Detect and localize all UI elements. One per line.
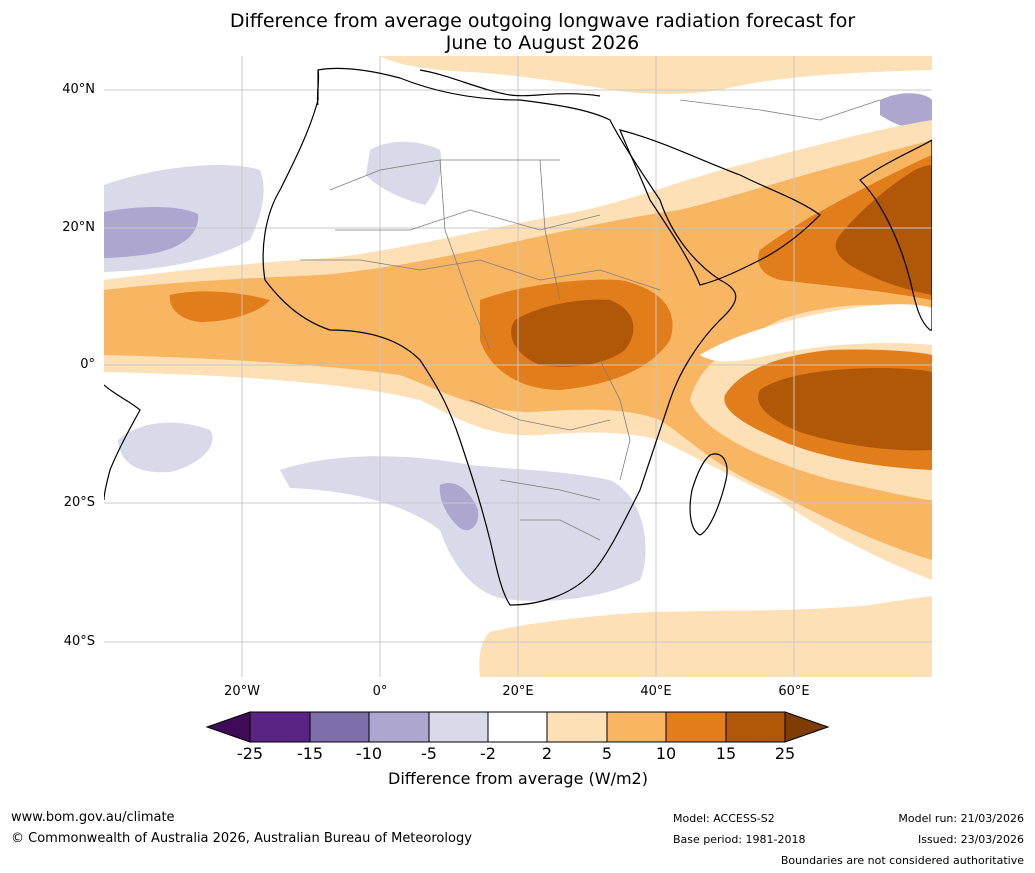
south-america-coastline	[104, 384, 141, 501]
india-coastline	[859, 139, 932, 331]
model-run-date: Model run: 21/03/2026	[898, 812, 1024, 825]
lon-label-60e: 60°E	[778, 684, 810, 699]
graticule	[104, 56, 932, 677]
colorbar-bin-1	[249, 711, 311, 743]
colorbar-tick: 2	[541, 744, 553, 763]
colorbar-bin-6	[546, 711, 608, 743]
negative-anomaly-sahara	[366, 141, 442, 205]
lon-label-0: 0°	[372, 684, 388, 699]
website-link[interactable]: www.bom.gov.au/climate	[11, 810, 175, 825]
lon-label-20w: 20°W	[224, 684, 260, 699]
title-line-1: Difference from average outgoing longwav…	[229, 10, 856, 32]
neutral-indian-ocean	[700, 304, 932, 362]
europe-coastline	[316, 69, 601, 106]
lat-label-20n: 20°N	[62, 220, 95, 235]
lat-label-20s: 20°S	[63, 495, 95, 510]
lat-label-0: 0°	[80, 357, 95, 372]
colorbar-bin-8	[665, 711, 727, 743]
lon-label-40e: 40°E	[640, 684, 672, 699]
lat-label-40s: 40°S	[63, 634, 95, 649]
positive-anomaly-core-india	[835, 165, 932, 295]
arabia-coastline	[619, 129, 821, 286]
coastlines	[104, 67, 932, 606]
negative-anomaly-namibia	[439, 482, 479, 531]
colorbar-tick: -15	[296, 744, 324, 763]
base-period: Base period: 1981-2018	[673, 833, 806, 846]
colorbar-tick: -10	[355, 744, 383, 763]
copyright-notice: © Commonwealth of Australia 2026, Austra…	[11, 831, 472, 846]
colorbar-tick: 25	[774, 744, 796, 763]
positive-anomaly-band-dark	[169, 291, 270, 322]
map-title: Difference from average outgoing longwav…	[0, 10, 1035, 54]
negative-anomaly-caucasus	[880, 93, 932, 131]
colorbar-under-extend	[205, 711, 251, 743]
colorbar-over-extend	[784, 711, 830, 743]
lon-label-20e: 20°E	[502, 684, 534, 699]
boundaries-disclaimer: Boundaries are not considered authoritat…	[780, 854, 1024, 867]
colorbar-bin-4	[428, 711, 489, 743]
colorbar-bin-9	[725, 711, 786, 743]
africa-coastline	[262, 67, 737, 606]
positive-anomaly-core-congo	[511, 299, 634, 367]
madagascar-coastline	[689, 453, 728, 536]
colorbar-tick: -5	[421, 744, 437, 763]
colorbar-tick: 5	[601, 744, 613, 763]
colorbar-bin-5	[487, 711, 548, 743]
colorbar-bin-3	[368, 711, 430, 743]
positive-anomaly-southern-ocean	[479, 596, 932, 677]
model-name: Model: ACCESS-S2	[673, 812, 775, 825]
issued-date: Issued: 23/03/2026	[917, 833, 1024, 846]
colorbar-tick: 15	[715, 744, 737, 763]
country-borders	[300, 99, 881, 541]
negative-anomaly-atlantic-north-inner	[104, 206, 199, 258]
positive-anomaly-core-indian-ocean	[758, 368, 932, 451]
colorbar-bin-2	[309, 711, 370, 743]
colorbar-tick: 10	[655, 744, 677, 763]
colorbar	[205, 711, 830, 743]
colorbar-bin-7	[606, 711, 667, 743]
title-line-2: June to August 2026	[445, 32, 640, 54]
colorbar-tick: -2	[480, 744, 496, 763]
colorbar-tick: -25	[236, 744, 264, 763]
negative-anomaly-south-atlantic	[118, 422, 213, 473]
colorbar-title: Difference from average (W/m2)	[388, 769, 648, 788]
lat-label-40n: 40°N	[62, 82, 95, 97]
